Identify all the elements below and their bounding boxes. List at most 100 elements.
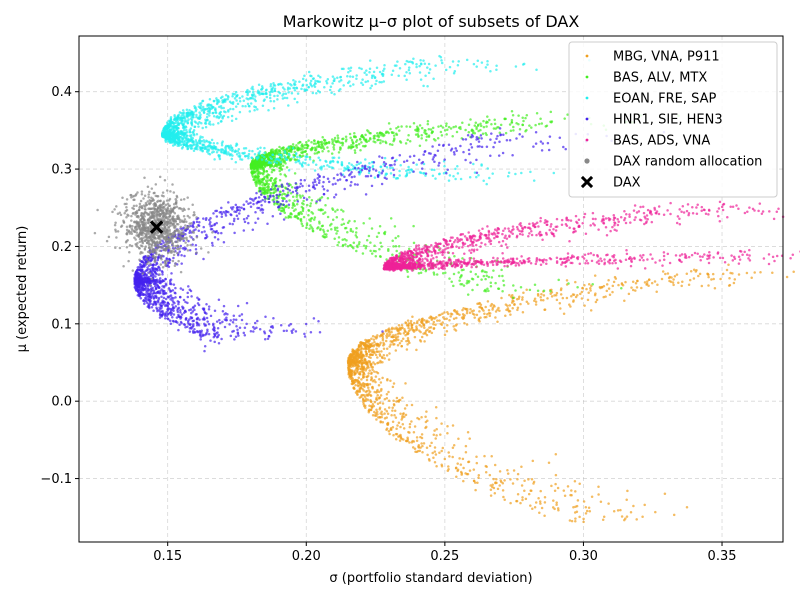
point-mbg-vna-p911 — [400, 437, 403, 441]
point-bas-alv-mtx — [289, 192, 293, 195]
point-eoan-fre-sap — [198, 106, 202, 110]
point-bas-alv-mtx — [319, 228, 322, 232]
point-bas-alv-mtx — [394, 236, 397, 240]
point-hnr1-sie-hen3 — [194, 244, 198, 247]
point-mbg-vna-p911 — [593, 274, 597, 277]
point-mbg-vna-p911 — [533, 297, 537, 301]
point-mbg-vna-p911 — [499, 479, 502, 482]
point-bas-alv-mtx — [475, 127, 478, 131]
point-mbg-vna-p911 — [412, 440, 416, 443]
point-mbg-vna-p911 — [375, 336, 379, 339]
point-eoan-fre-sap — [442, 171, 446, 175]
point-mbg-vna-p911 — [399, 332, 402, 335]
point-eoan-fre-sap — [349, 84, 352, 88]
point-mbg-vna-p911 — [404, 439, 408, 443]
point-mbg-vna-p911 — [364, 346, 367, 349]
point-eoan-fre-sap — [193, 125, 197, 128]
point-eoan-fre-sap — [486, 63, 489, 66]
point-bas-alv-mtx — [275, 165, 279, 168]
point-eoan-fre-sap — [185, 128, 188, 132]
point-eoan-fre-sap — [360, 81, 363, 85]
point-eoan-fre-sap — [183, 132, 186, 136]
point-eoan-fre-sap — [234, 117, 238, 121]
point-mbg-vna-p911 — [521, 310, 525, 314]
point-eoan-fre-sap — [337, 156, 341, 159]
point-mbg-vna-p911 — [459, 463, 463, 466]
point-eoan-fre-sap — [215, 97, 218, 100]
point-eoan-fre-sap — [215, 150, 219, 154]
point-mbg-vna-p911 — [656, 283, 659, 287]
point-hnr1-sie-hen3 — [326, 189, 329, 192]
point-mbg-vna-p911 — [572, 299, 575, 302]
point-hnr1-sie-hen3 — [259, 190, 262, 193]
point-bas-alv-mtx — [362, 221, 365, 225]
point-mbg-vna-p911 — [455, 312, 459, 315]
point-eoan-fre-sap — [396, 60, 399, 63]
point-mbg-vna-p911 — [626, 489, 629, 493]
point-mbg-vna-p911 — [358, 360, 361, 363]
point-bas-alv-mtx — [469, 118, 472, 121]
point-hnr1-sie-hen3 — [217, 342, 221, 345]
point-hnr1-sie-hen3 — [445, 172, 448, 175]
point-mbg-vna-p911 — [449, 315, 452, 318]
point-bas-alv-mtx — [525, 114, 529, 117]
point-hnr1-sie-hen3 — [303, 178, 306, 182]
point-eoan-fre-sap — [283, 150, 286, 153]
point-mbg-vna-p911 — [404, 413, 408, 417]
point-mbg-vna-p911 — [516, 308, 519, 312]
point-mbg-vna-p911 — [568, 519, 572, 522]
point-eoan-fre-sap — [169, 115, 173, 119]
point-hnr1-sie-hen3 — [489, 154, 492, 158]
point-eoan-fre-sap — [178, 135, 181, 139]
point-bas-alv-mtx — [359, 148, 362, 152]
point-bas-alv-mtx — [317, 208, 321, 212]
point-bas-alv-mtx — [260, 156, 264, 159]
point-mbg-vna-p911 — [374, 375, 378, 378]
point-mbg-vna-p911 — [685, 505, 689, 509]
point-bas-alv-mtx — [355, 249, 358, 253]
point-eoan-fre-sap — [227, 151, 230, 154]
point-eoan-fre-sap — [378, 70, 382, 74]
point-mbg-vna-p911 — [531, 507, 534, 510]
point-eoan-fre-sap — [231, 107, 235, 111]
point-mbg-vna-p911 — [359, 353, 363, 356]
point-eoan-fre-sap — [423, 62, 427, 65]
point-bas-alv-mtx — [273, 203, 276, 206]
point-mbg-vna-p911 — [697, 274, 700, 278]
point-mbg-vna-p911 — [588, 509, 592, 513]
point-mbg-vna-p911 — [354, 384, 357, 387]
point-eoan-fre-sap — [201, 149, 204, 152]
point-mbg-vna-p911 — [602, 515, 606, 518]
point-mbg-vna-p911 — [370, 406, 374, 410]
point-bas-alv-mtx — [348, 244, 352, 247]
point-bas-alv-mtx — [406, 138, 409, 142]
point-mbg-vna-p911 — [441, 321, 444, 324]
point-eoan-fre-sap — [205, 118, 209, 122]
point-eoan-fre-sap — [482, 179, 485, 182]
point-eoan-fre-sap — [338, 80, 341, 83]
point-hnr1-sie-hen3 — [198, 318, 201, 321]
point-mbg-vna-p911 — [508, 293, 511, 297]
point-hnr1-sie-hen3 — [190, 295, 193, 298]
point-mbg-vna-p911 — [397, 421, 401, 424]
point-eoan-fre-sap — [366, 79, 370, 83]
point-bas-alv-mtx — [310, 141, 313, 144]
point-mbg-vna-p911 — [435, 465, 438, 468]
point-bas-alv-mtx — [498, 274, 501, 278]
point-mbg-vna-p911 — [543, 501, 547, 504]
point-eoan-fre-sap — [301, 161, 305, 164]
point-mbg-vna-p911 — [367, 386, 370, 390]
point-eoan-fre-sap — [368, 71, 371, 74]
point-mbg-vna-p911 — [461, 457, 465, 461]
point-mbg-vna-p911 — [422, 332, 425, 335]
point-bas-alv-mtx — [330, 138, 334, 141]
point-hnr1-sie-hen3 — [254, 221, 257, 224]
point-hnr1-sie-hen3 — [176, 300, 180, 303]
point-bas-alv-mtx — [252, 178, 256, 181]
point-mbg-vna-p911 — [394, 438, 398, 441]
point-eoan-fre-sap — [325, 80, 328, 83]
point-bas-alv-mtx — [439, 124, 443, 128]
point-eoan-fre-sap — [219, 105, 223, 108]
point-mbg-vna-p911 — [393, 339, 396, 342]
point-mbg-vna-p911 — [506, 472, 510, 475]
